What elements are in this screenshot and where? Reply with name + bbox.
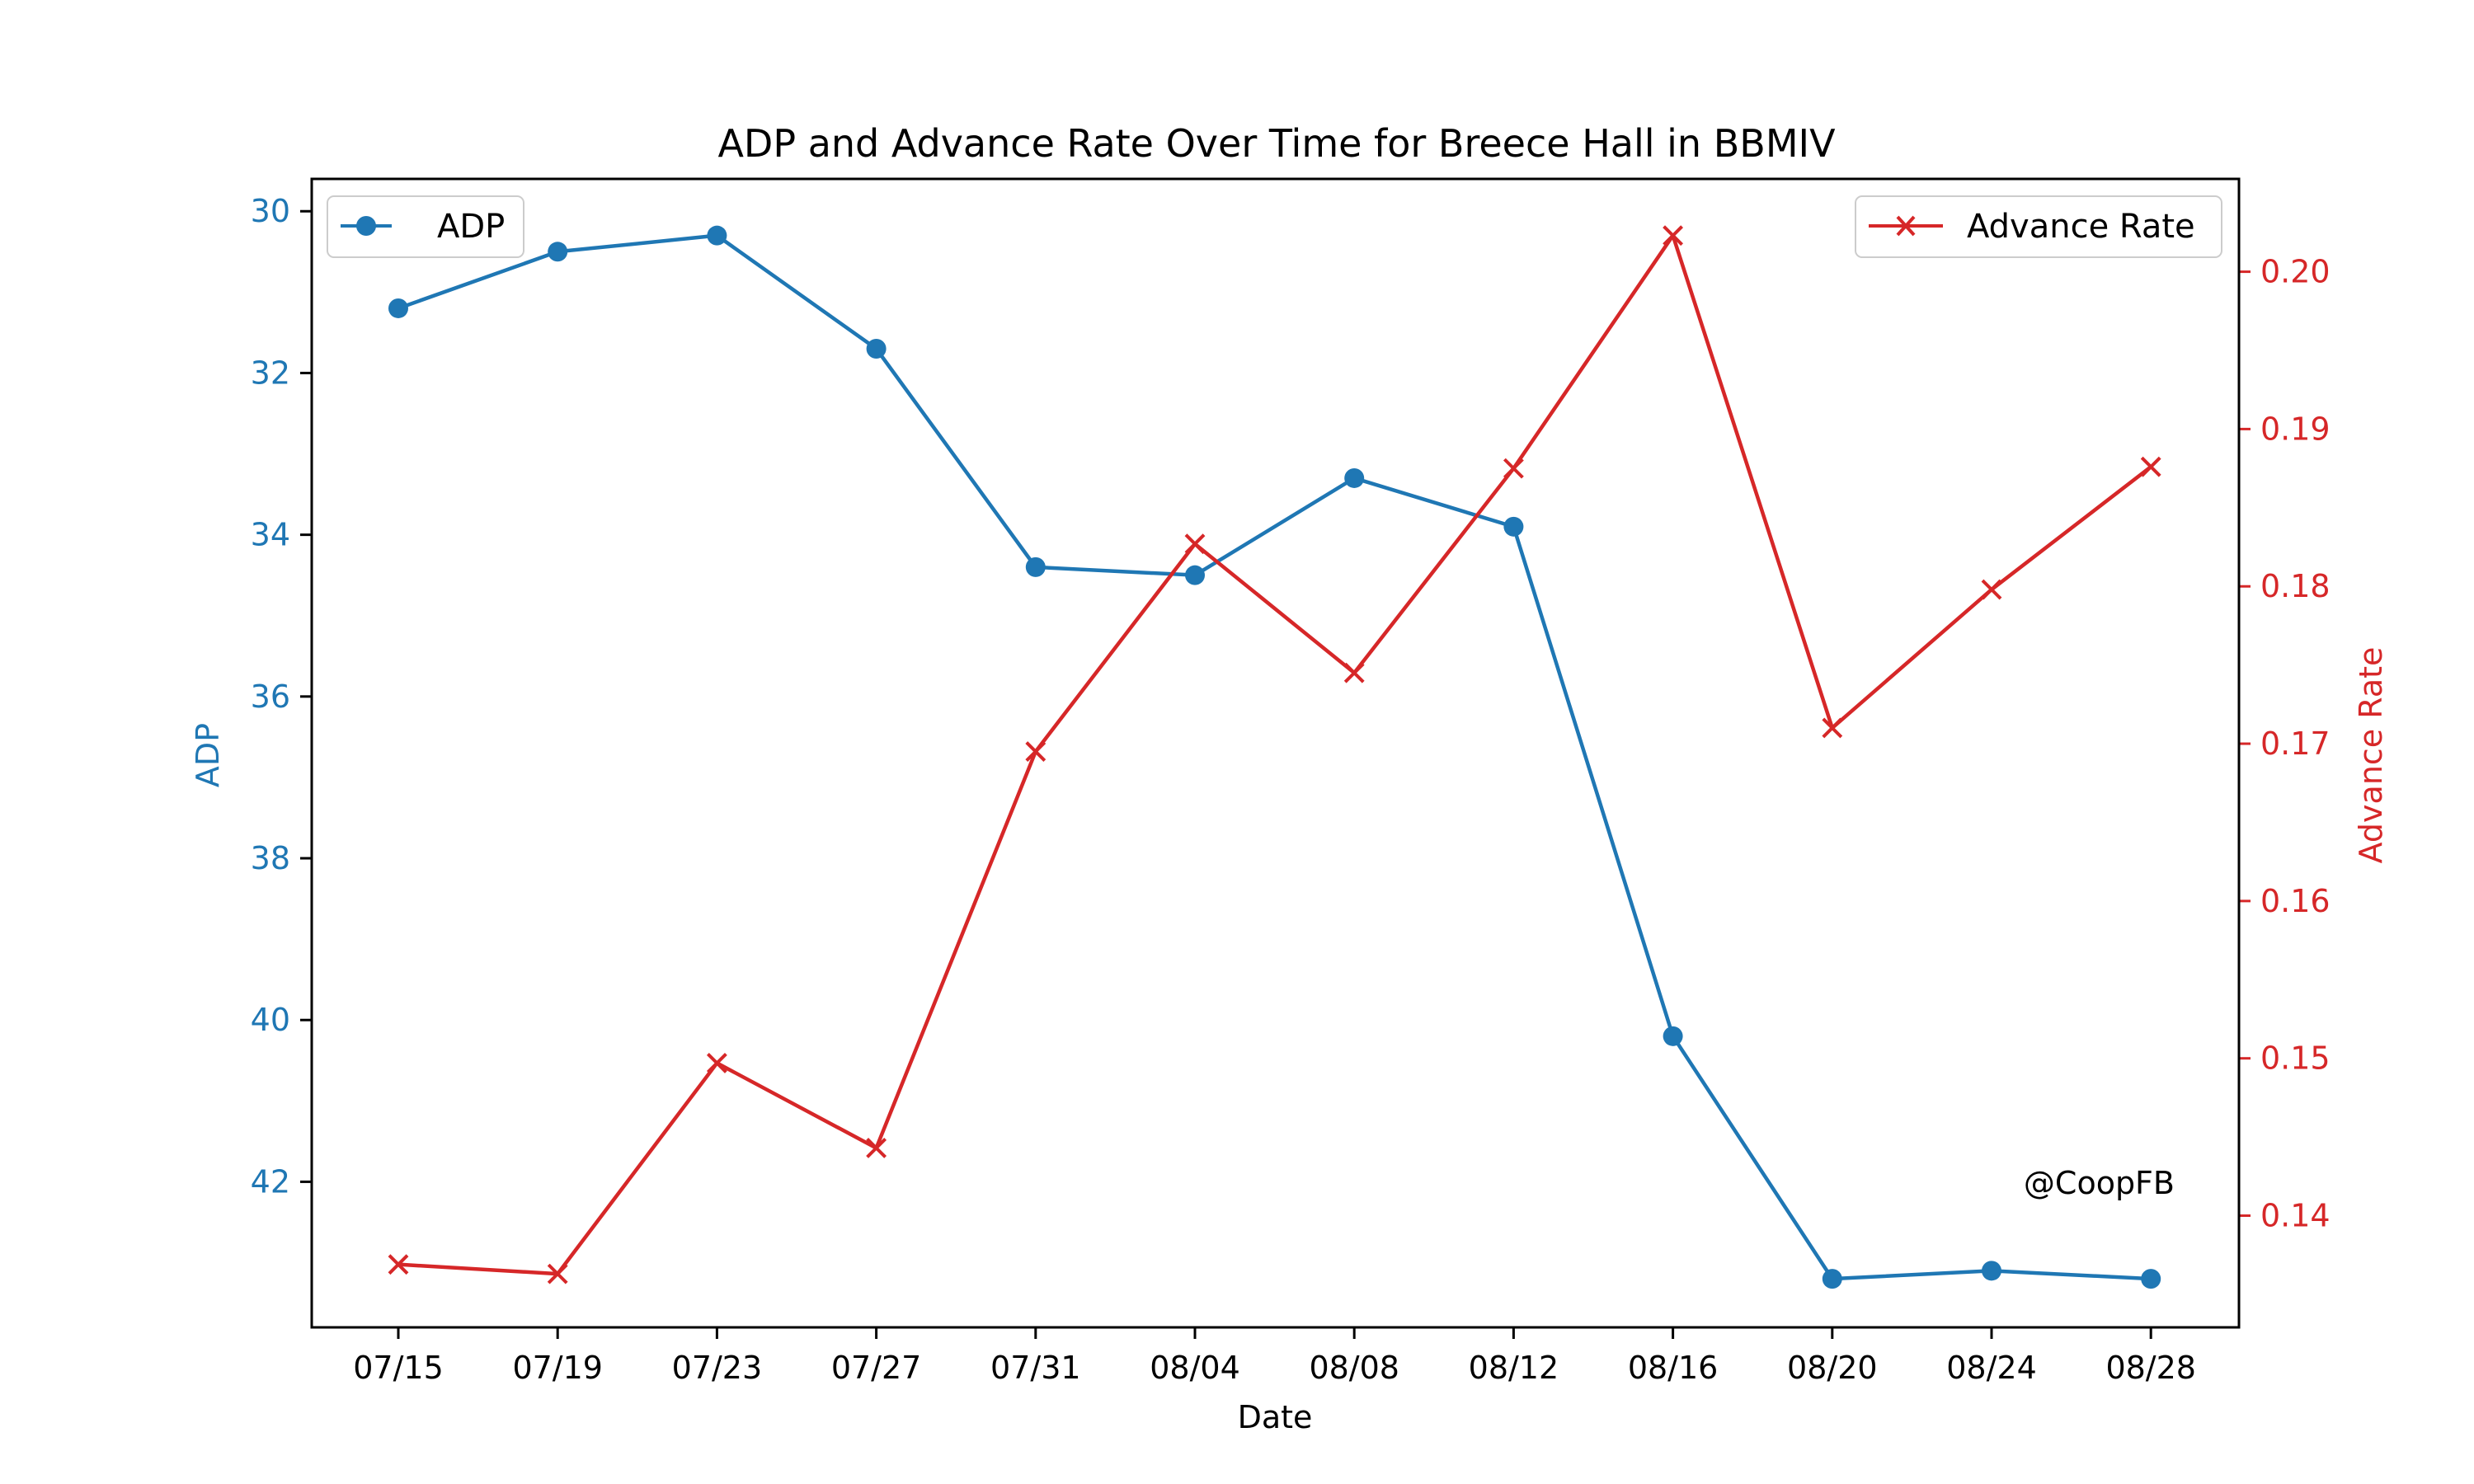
- x-tick-label: 08/28: [2105, 1350, 2196, 1386]
- y-tick-label: 32: [251, 355, 290, 391]
- x-axis-label: Date: [1238, 1399, 1313, 1435]
- y-tick-label: 36: [251, 679, 290, 715]
- data-point-adp: [2141, 1269, 2161, 1289]
- data-point-advance-rate: [1822, 717, 1843, 739]
- data-point-advance-rate: [2140, 456, 2161, 477]
- data-point-adp: [1663, 1026, 1683, 1046]
- x-tick-label: 08/20: [1787, 1350, 1878, 1386]
- data-point-adp: [1025, 556, 1046, 577]
- series-line-adp: [397, 233, 2152, 1281]
- data-point-adp: [548, 242, 568, 262]
- y2-tick-label: 0.19: [2260, 411, 2331, 447]
- data-point-adp: [1822, 1269, 1842, 1289]
- data-point-advance-rate: [1981, 579, 2002, 600]
- legend-advance-rate: Advance Rate: [1855, 195, 2222, 258]
- data-point-advance-rate: [1343, 662, 1365, 683]
- data-point-advance-rate: [547, 1263, 568, 1284]
- data-point-advance-rate: [1025, 741, 1047, 763]
- x-tick-label: 07/31: [990, 1350, 1081, 1386]
- data-point-adp: [1503, 516, 1524, 537]
- y2-tick-label: 0.15: [2260, 1040, 2331, 1077]
- y-tick-label: 40: [251, 1002, 290, 1038]
- data-point-advance-rate: [706, 1053, 727, 1073]
- legend-advance-rate-marker: [1896, 215, 1916, 237]
- y2-axis-label: Advance Rate: [2353, 647, 2389, 864]
- y2-tick-label: 0.16: [2260, 883, 2331, 919]
- y2-tick-label: 0.14: [2260, 1198, 2331, 1234]
- x-tick-label: 08/12: [1469, 1350, 1559, 1386]
- data-point-adp: [1982, 1261, 2001, 1281]
- legend-advance-rate-label: Advance Rate: [1967, 208, 2195, 246]
- legend-adp: ADP: [327, 195, 524, 258]
- x-tick-label: 07/19: [512, 1350, 603, 1386]
- chart-title: ADP and Advance Rate Over Time for Breec…: [717, 121, 1836, 166]
- legend-adp-label: ADP: [437, 208, 505, 246]
- x-tick-label: 07/15: [353, 1350, 444, 1386]
- watermark-annotation: @CoopFB: [2024, 1165, 2175, 1201]
- x-tick-label: 07/27: [831, 1350, 922, 1386]
- x-tick-label: 08/24: [1946, 1350, 2037, 1386]
- x-tick-label: 07/23: [672, 1350, 763, 1386]
- legend-adp-marker: [356, 216, 376, 236]
- data-point-adp: [388, 298, 408, 318]
- y2-tick-label: 0.17: [2260, 726, 2331, 762]
- data-point-advance-rate: [388, 1254, 409, 1275]
- y-tick-label: 42: [251, 1163, 290, 1200]
- data-point-advance-rate: [866, 1138, 887, 1158]
- x-tick-label: 08/04: [1150, 1350, 1240, 1386]
- data-point-adp: [1185, 565, 1205, 585]
- y-tick-label: 34: [251, 517, 290, 553]
- x-tick-label: 08/08: [1309, 1350, 1399, 1386]
- y-tick-label: 30: [251, 193, 290, 229]
- data-point-adp: [1344, 467, 1365, 488]
- data-point-adp: [866, 339, 887, 359]
- data-point-advance-rate: [1663, 225, 1684, 247]
- series-line-advance-rate: [397, 233, 2152, 1276]
- data-point-advance-rate: [1184, 533, 1206, 555]
- x-tick-label: 08/16: [1628, 1350, 1719, 1386]
- plot-frame: [310, 177, 2241, 1329]
- plot-area: 07/15 07/19 07/23 07/27 07/31 08/04 08/08 08/12…: [251, 193, 2331, 1386]
- y-axis-label: ADP: [190, 723, 226, 787]
- y2-tick-label: 0.20: [2260, 254, 2331, 290]
- y-tick-label: 38: [251, 840, 290, 876]
- data-point-adp: [707, 225, 727, 246]
- y2-tick-label: 0.18: [2260, 568, 2331, 604]
- data-point-advance-rate: [1503, 458, 1524, 479]
